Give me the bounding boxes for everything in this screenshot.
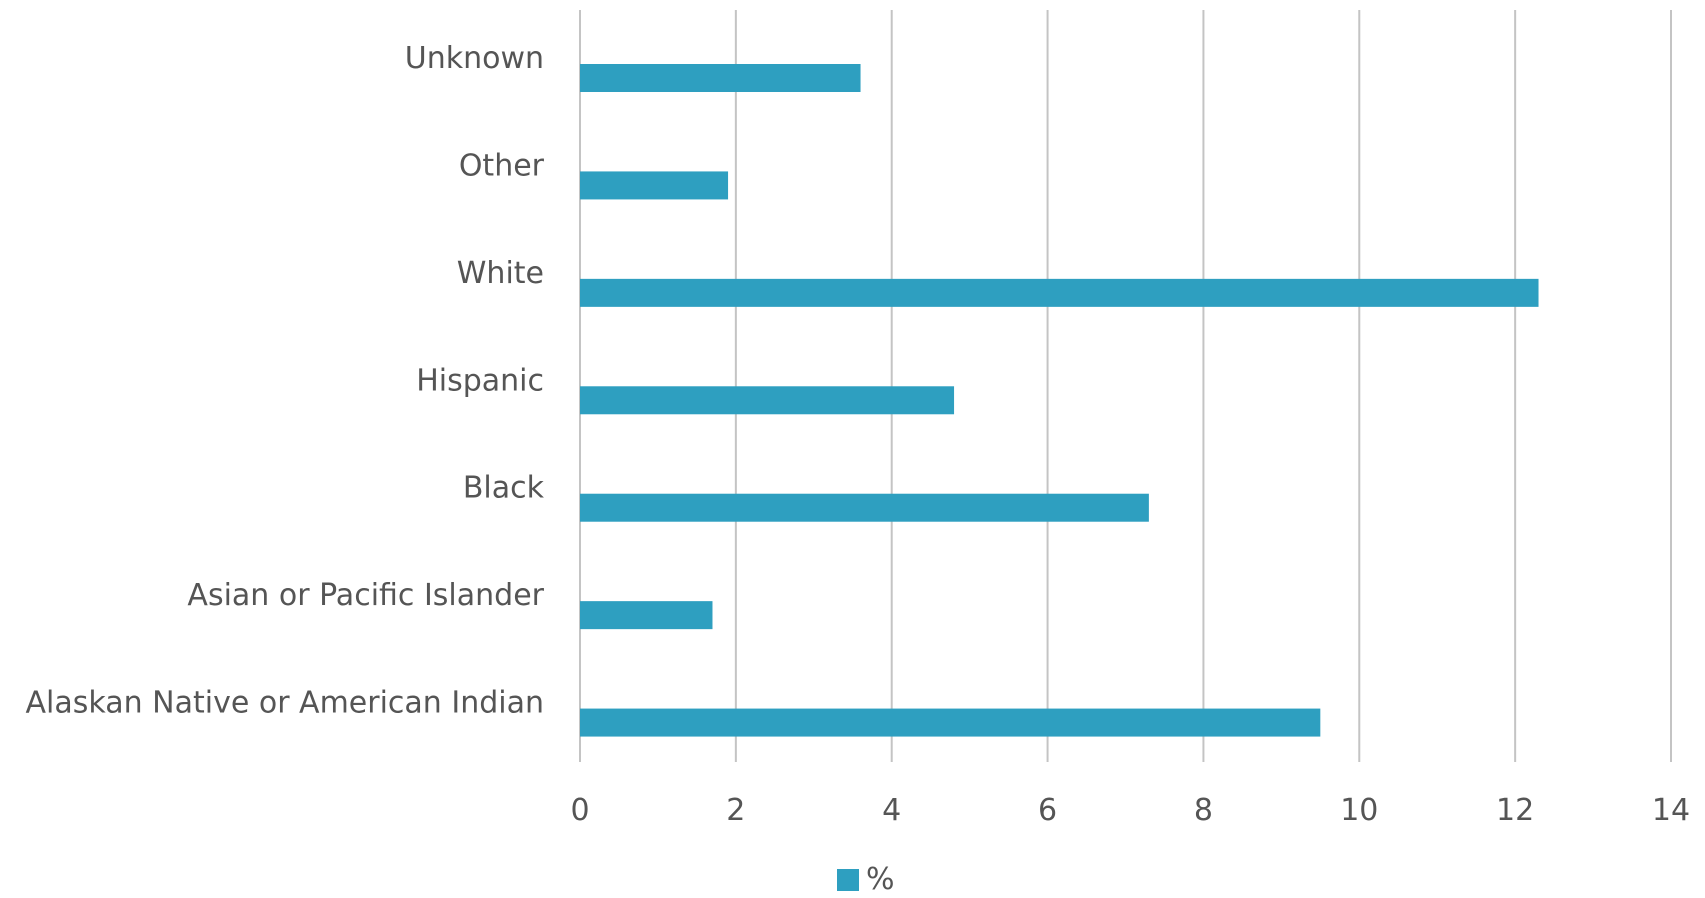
bar [580,601,713,630]
category-label: Black [463,471,545,506]
bar [580,386,955,415]
x-tick-label: 14 [1652,793,1690,828]
category-label: White [457,256,544,291]
gridlines [579,10,1672,762]
bar [580,171,729,200]
legend-label: % [866,862,895,894]
x-tick-label: 8 [1194,793,1213,828]
bar [580,278,1539,307]
category-label: Asian or Pacific Islander [187,578,544,613]
x-tick-label: 12 [1496,793,1534,828]
x-tick-label: 10 [1340,793,1378,828]
legend: % [837,862,895,897]
category-label: Other [459,148,545,183]
category-label: Unknown [405,41,544,76]
bars [580,64,1539,737]
x-tick-label: 0 [570,793,589,828]
x-tick-label: 2 [726,793,745,828]
x-tick-label: 4 [882,793,901,828]
legend-swatch [837,869,859,891]
category-label: Alaskan Native or American Indian [26,686,544,721]
bar [580,493,1149,522]
bar [580,708,1321,737]
category-labels: Unknown Other White Hispanic Black Asian or P… [26,41,545,721]
x-tick-label: 6 [1038,793,1057,828]
category-label: Hispanic [416,363,544,398]
x-axis-tick-labels: 0 2 4 6 8 10 12 14 [570,793,1690,828]
bar [580,64,861,92]
